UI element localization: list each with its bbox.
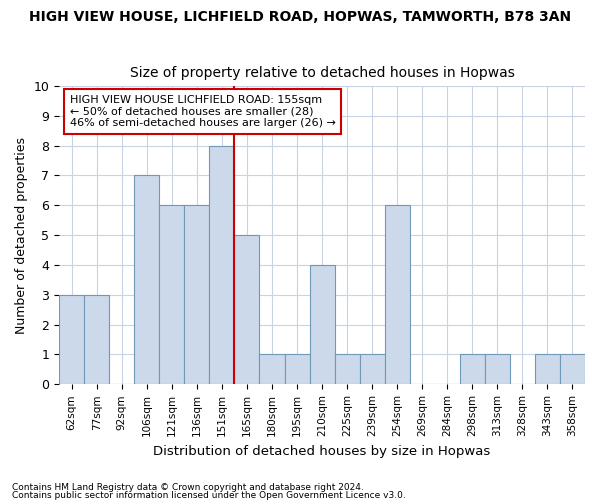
Bar <box>209 146 235 384</box>
Bar <box>485 354 510 384</box>
Bar <box>259 354 284 384</box>
Bar <box>335 354 359 384</box>
Bar <box>535 354 560 384</box>
X-axis label: Distribution of detached houses by size in Hopwas: Distribution of detached houses by size … <box>154 444 491 458</box>
Bar <box>235 235 259 384</box>
Bar <box>184 205 209 384</box>
Bar <box>310 265 335 384</box>
Y-axis label: Number of detached properties: Number of detached properties <box>15 136 28 334</box>
Bar <box>134 176 160 384</box>
Text: HIGH VIEW HOUSE, LICHFIELD ROAD, HOPWAS, TAMWORTH, B78 3AN: HIGH VIEW HOUSE, LICHFIELD ROAD, HOPWAS,… <box>29 10 571 24</box>
Bar <box>385 205 410 384</box>
Bar <box>460 354 485 384</box>
Bar <box>284 354 310 384</box>
Bar <box>359 354 385 384</box>
Bar <box>59 295 84 384</box>
Bar <box>560 354 585 384</box>
Text: Contains public sector information licensed under the Open Government Licence v3: Contains public sector information licen… <box>12 490 406 500</box>
Text: Contains HM Land Registry data © Crown copyright and database right 2024.: Contains HM Land Registry data © Crown c… <box>12 484 364 492</box>
Text: HIGH VIEW HOUSE LICHFIELD ROAD: 155sqm
← 50% of detached houses are smaller (28): HIGH VIEW HOUSE LICHFIELD ROAD: 155sqm ←… <box>70 95 335 128</box>
Bar <box>160 205 184 384</box>
Bar <box>84 295 109 384</box>
Title: Size of property relative to detached houses in Hopwas: Size of property relative to detached ho… <box>130 66 515 80</box>
